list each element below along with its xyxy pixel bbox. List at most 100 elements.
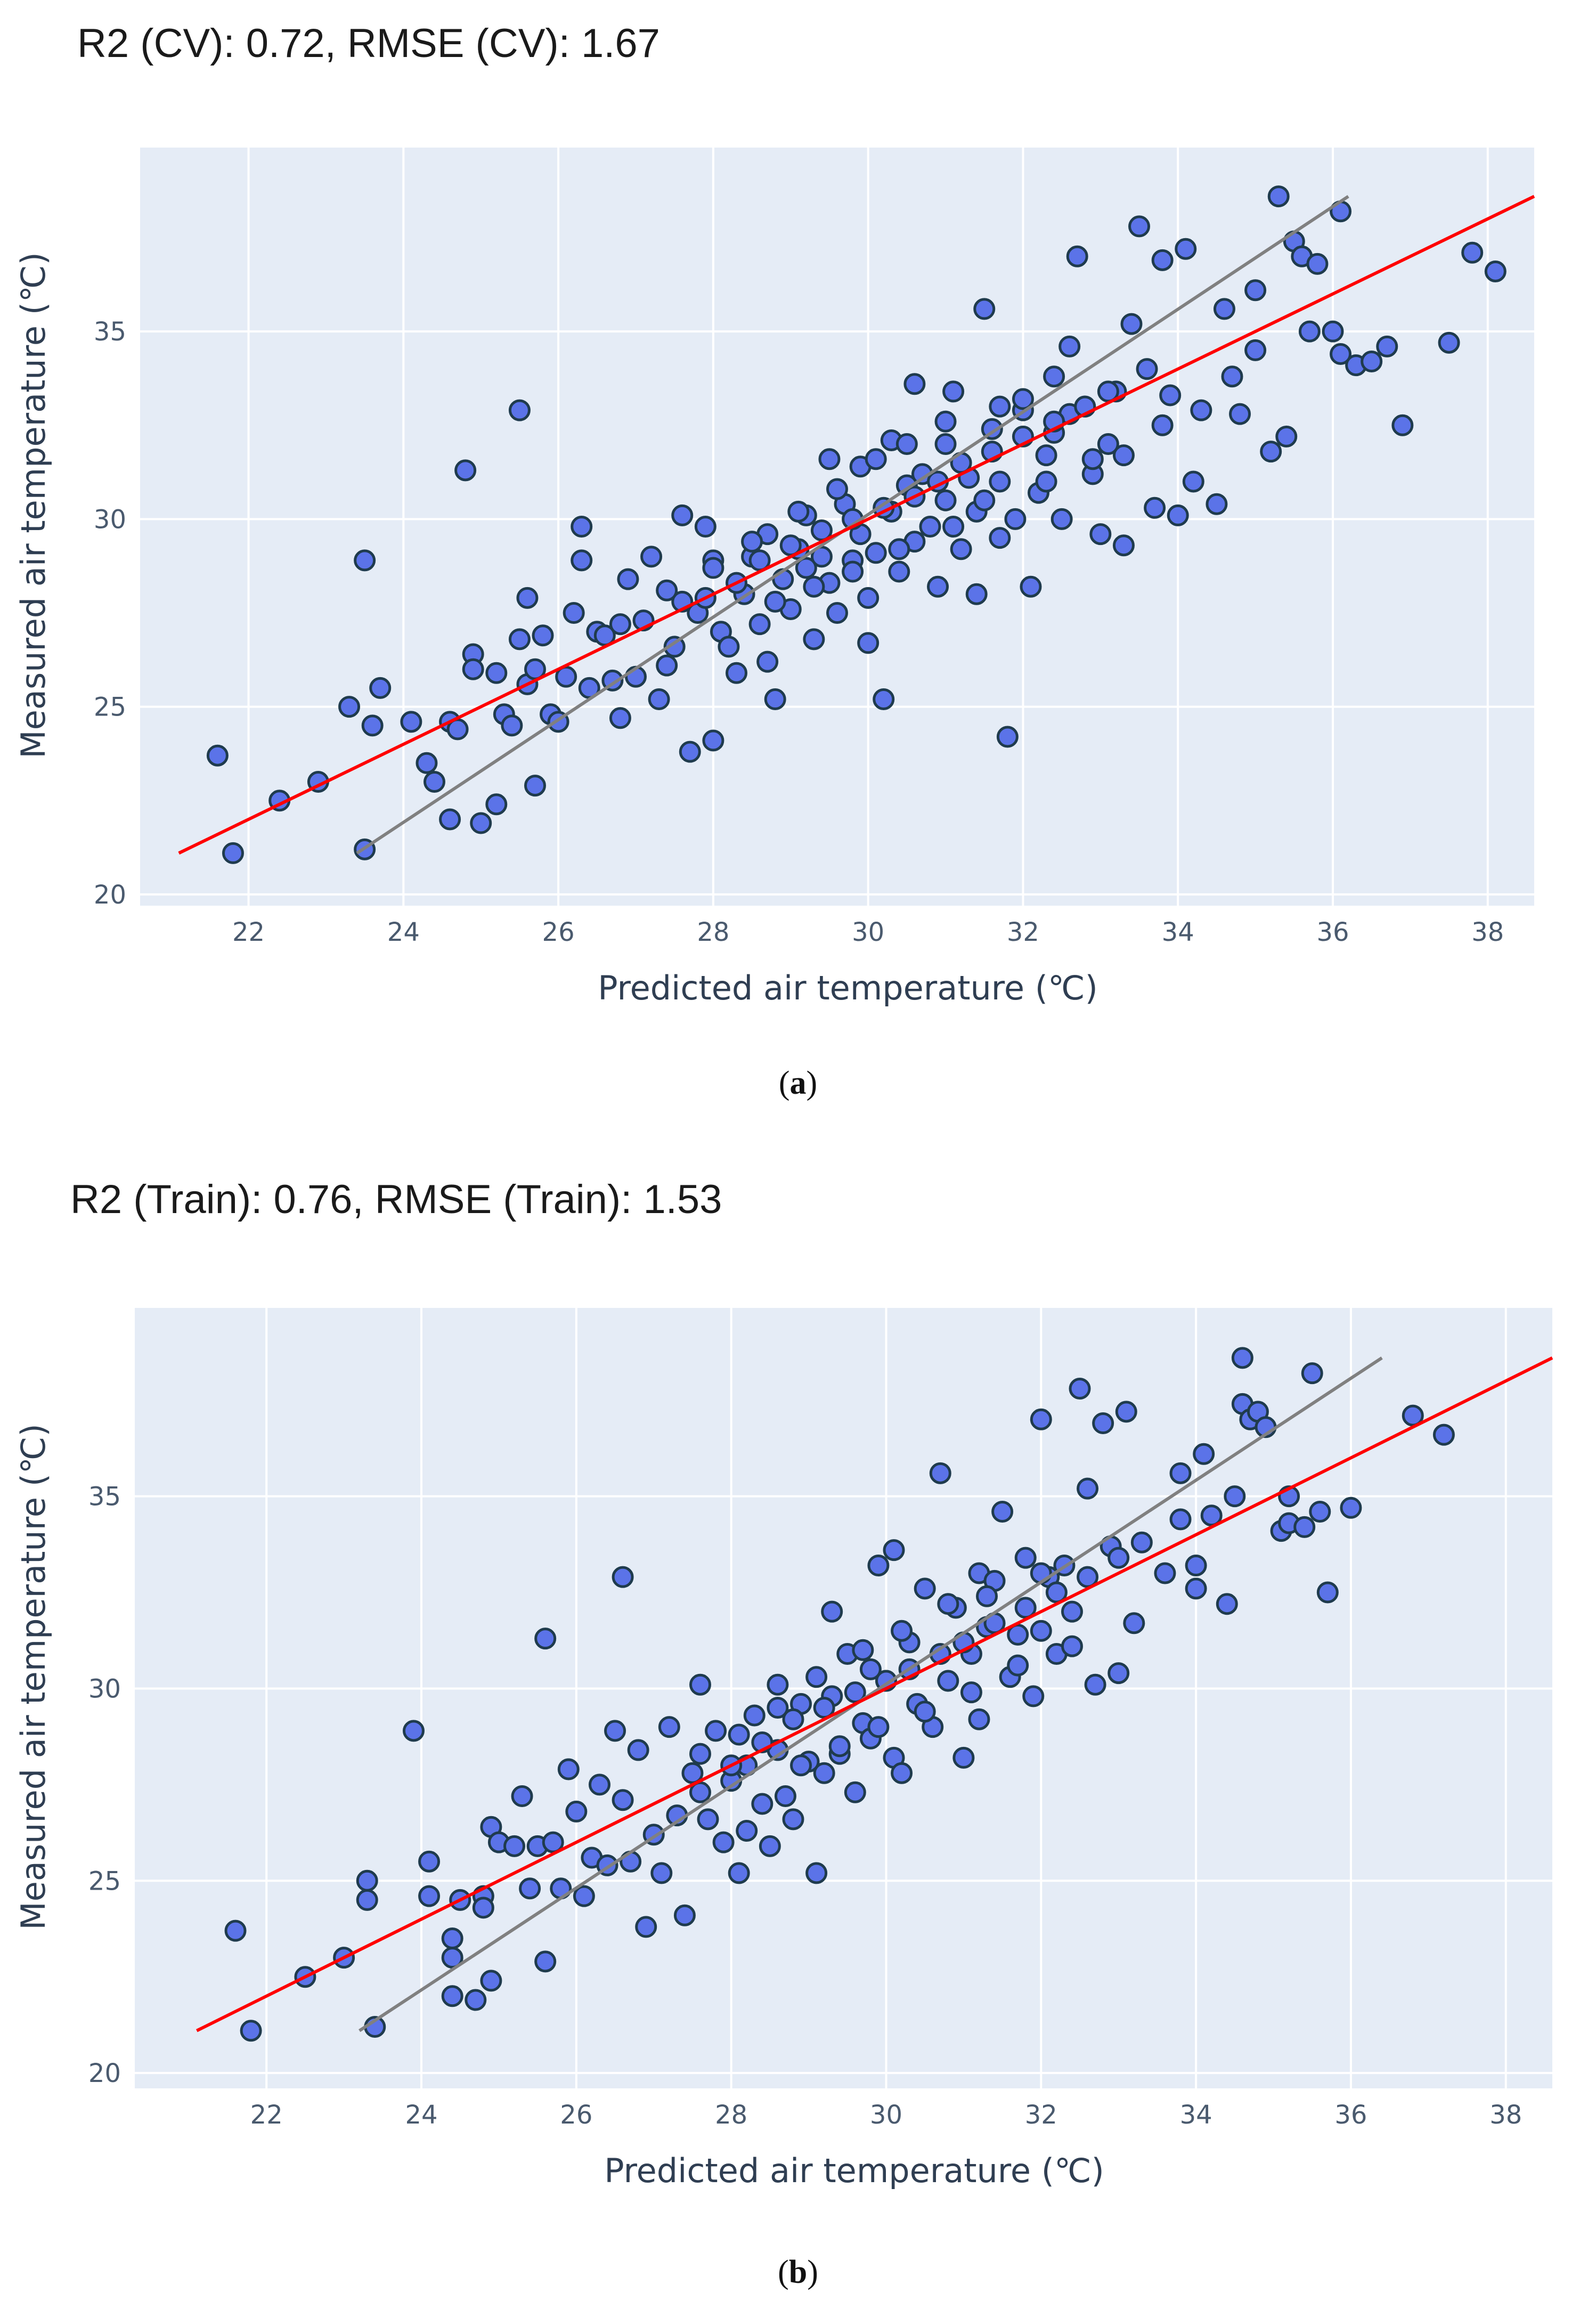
data-point bbox=[441, 1947, 463, 1969]
data-point bbox=[728, 1723, 750, 1746]
data-point bbox=[1193, 1443, 1215, 1465]
data-point bbox=[565, 1800, 588, 1823]
data-point bbox=[462, 658, 484, 680]
panel-label: a bbox=[789, 1065, 807, 1101]
data-point bbox=[1012, 388, 1034, 410]
x-tick-label: 38 bbox=[1489, 2100, 1522, 2130]
data-point bbox=[1206, 493, 1228, 515]
data-point bbox=[1112, 444, 1135, 467]
data-point bbox=[702, 729, 724, 752]
data-point bbox=[1376, 335, 1398, 357]
data-point bbox=[813, 1697, 835, 1719]
data-point bbox=[501, 714, 523, 737]
data-point bbox=[842, 560, 864, 583]
data-point bbox=[356, 1889, 378, 1911]
data-point bbox=[663, 636, 686, 658]
data-point bbox=[782, 1708, 804, 1730]
data-point bbox=[1077, 1566, 1099, 1588]
x-tick-label: 26 bbox=[560, 2100, 592, 2130]
data-point bbox=[485, 793, 508, 816]
data-point bbox=[1030, 1408, 1052, 1430]
data-point bbox=[937, 1670, 959, 1692]
data-point bbox=[609, 707, 631, 729]
data-point bbox=[937, 1593, 959, 1615]
data-point bbox=[1316, 1581, 1339, 1604]
data-point bbox=[441, 1985, 463, 2007]
data-point bbox=[681, 1762, 704, 1784]
data-point bbox=[1051, 508, 1073, 530]
data-point bbox=[423, 771, 445, 793]
data-point bbox=[416, 752, 438, 774]
data-point bbox=[658, 1716, 680, 1738]
data-point bbox=[480, 1970, 502, 1992]
data-point bbox=[694, 516, 716, 538]
data-point bbox=[1213, 298, 1235, 320]
data-point bbox=[612, 1789, 634, 1811]
data-point bbox=[354, 549, 376, 572]
data-point bbox=[465, 1989, 487, 2011]
x-tick-label: 34 bbox=[1162, 917, 1194, 947]
data-point bbox=[934, 433, 957, 456]
x-tick-label: 36 bbox=[1334, 2100, 1367, 2130]
data-point bbox=[1298, 320, 1321, 343]
data-point bbox=[1402, 1404, 1424, 1427]
x-tick-label: 22 bbox=[250, 2100, 283, 2130]
data-point bbox=[689, 1781, 711, 1803]
data-point bbox=[441, 1927, 463, 1950]
panel-caption-b: (b) bbox=[778, 2254, 818, 2290]
data-point bbox=[1169, 1462, 1192, 1484]
data-point bbox=[728, 1862, 750, 1884]
data-point bbox=[1089, 523, 1112, 546]
plot-area bbox=[140, 148, 1534, 906]
data-point bbox=[1185, 1577, 1207, 1600]
x-axis-label: Predicted air temperature (℃) bbox=[598, 969, 1098, 1007]
chart-title: R2 (CV): 0.72, RMSE (CV): 1.67 bbox=[77, 21, 660, 66]
x-tick-label: 38 bbox=[1471, 917, 1504, 947]
data-point bbox=[929, 1462, 951, 1484]
data-point bbox=[818, 448, 841, 470]
data-point bbox=[888, 538, 910, 560]
data-point bbox=[736, 1819, 758, 1842]
data-point bbox=[485, 662, 508, 684]
data-point bbox=[1120, 313, 1143, 335]
data-point bbox=[844, 1781, 866, 1803]
data-point bbox=[774, 1785, 796, 1808]
data-point bbox=[439, 808, 461, 831]
chart-panel-a: R2 (CV): 0.72, RMSE (CV): 1.67 22 24 26 28 3… bbox=[0, 0, 1596, 1129]
data-point bbox=[503, 1835, 526, 1857]
data-point bbox=[787, 500, 810, 523]
data-point bbox=[1108, 1547, 1130, 1569]
data-point bbox=[813, 1762, 835, 1784]
data-point bbox=[534, 1950, 557, 1973]
data-point bbox=[1432, 1424, 1455, 1446]
data-point bbox=[927, 575, 949, 598]
data-point bbox=[508, 628, 531, 650]
data-point bbox=[1159, 384, 1182, 406]
data-point bbox=[852, 1639, 874, 1661]
data-point bbox=[1144, 497, 1166, 519]
data-point bbox=[867, 1716, 890, 1738]
data-point bbox=[767, 1673, 789, 1696]
data-point bbox=[821, 1600, 843, 1623]
data-point bbox=[563, 602, 585, 624]
data-point bbox=[472, 1897, 494, 1919]
y-tick-label: 20 bbox=[88, 2059, 121, 2088]
data-point bbox=[402, 1720, 425, 1742]
data-point bbox=[573, 1885, 595, 1907]
data-point bbox=[689, 1743, 711, 1765]
x-tick-label: 30 bbox=[870, 2100, 902, 2130]
data-point bbox=[1151, 249, 1174, 271]
y-axis-label: Measured air temperature (℃) bbox=[14, 252, 53, 758]
data-point bbox=[656, 579, 678, 601]
data-point bbox=[1066, 245, 1088, 267]
data-point bbox=[795, 557, 817, 579]
data-point bbox=[1340, 1496, 1362, 1519]
data-point bbox=[1275, 425, 1298, 448]
data-point bbox=[934, 489, 957, 511]
data-point bbox=[895, 433, 918, 456]
data-point bbox=[1030, 1620, 1052, 1642]
data-point bbox=[803, 575, 825, 598]
data-point bbox=[1043, 365, 1065, 388]
data-point bbox=[511, 1785, 533, 1808]
data-point bbox=[1484, 260, 1507, 282]
